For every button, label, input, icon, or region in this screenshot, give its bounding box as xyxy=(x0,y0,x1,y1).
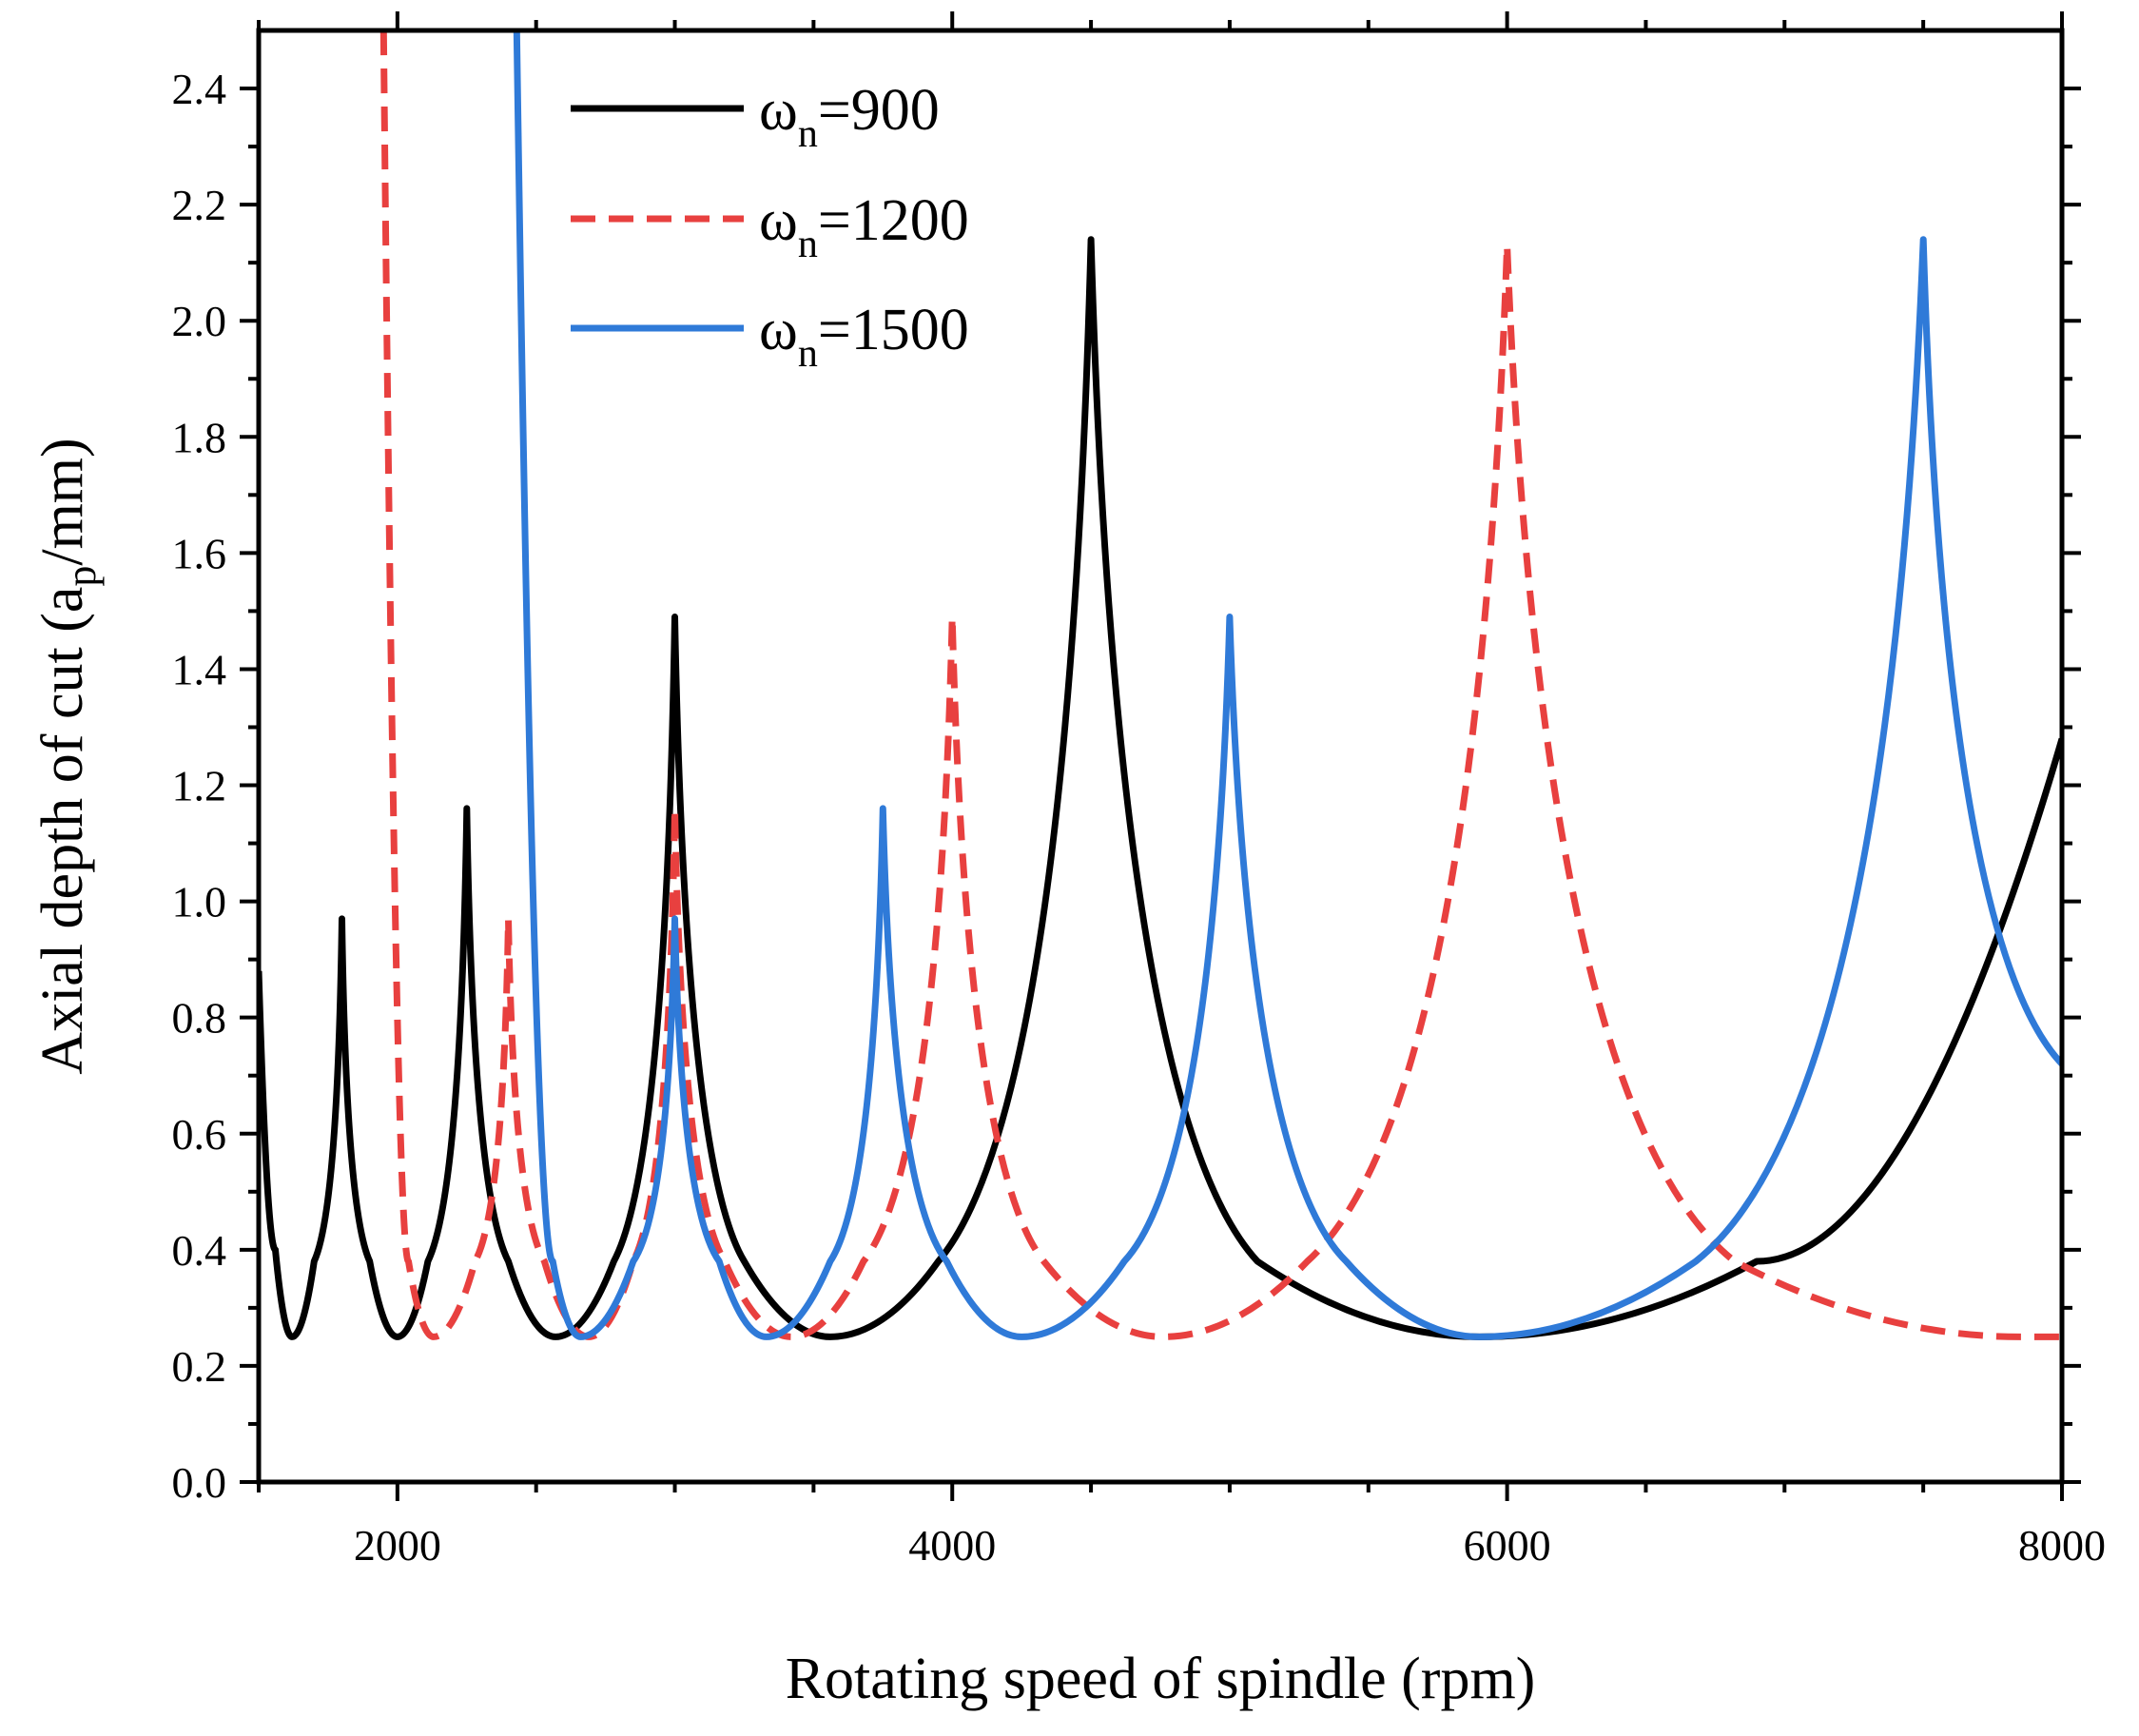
y-axis-title: Axial depth of cut (ap/mm) xyxy=(30,438,105,1074)
x-tick-label: 4000 xyxy=(908,1521,996,1570)
plot-frame xyxy=(256,28,2065,1485)
series-line-1 xyxy=(259,236,2062,1340)
series-line-2 xyxy=(379,30,2062,1340)
y-tick-label: 0.0 xyxy=(172,1458,227,1507)
legend-label-1: ωn=900 xyxy=(759,78,940,156)
y-tick-label: 0.4 xyxy=(172,1226,227,1275)
x-tick-label: 8000 xyxy=(2018,1521,2106,1570)
x-tick-label: 6000 xyxy=(1464,1521,1551,1570)
y-tick-label: 0.2 xyxy=(172,1342,227,1391)
x-axis-title: Rotating speed of spindle (rpm) xyxy=(786,1647,1536,1711)
y-tick-label: 1.8 xyxy=(172,413,227,461)
y-tick-label: 0.6 xyxy=(172,1110,227,1159)
y-tick-label: 2.0 xyxy=(172,297,227,345)
ticks-layer: 0.0 0.2 0.4 0.6 0.8 1.0 1.2 1.4 1.6 1.8 2.0 2.2 2.4 2… xyxy=(172,11,2106,1570)
y-tick-label: 2.4 xyxy=(172,65,227,113)
y-tick-label: 0.8 xyxy=(172,994,227,1043)
y-tick-label: 1.6 xyxy=(172,529,227,577)
y-axis-title-unit: /mm) xyxy=(30,438,95,565)
y-axis-title-sub: p xyxy=(58,566,105,587)
y-tick-label: 1.0 xyxy=(172,878,227,927)
legend: ωn=900 ωn=1200 ωn=1500 xyxy=(571,78,969,376)
legend-label-2: ωn=1200 xyxy=(759,188,969,266)
x-tick-label: 2000 xyxy=(354,1521,441,1570)
y-tick-label: 1.4 xyxy=(172,645,227,693)
series-line-3 xyxy=(513,30,2062,1340)
y-tick-label: 2.2 xyxy=(172,181,227,229)
y-tick-label: 1.2 xyxy=(172,762,227,810)
series-layer xyxy=(259,30,2062,1340)
plot-area: 0.0 0.2 0.4 0.6 0.8 1.0 1.2 1.4 1.6 1.8 2.0 2.2 2.4 2… xyxy=(172,11,2106,1570)
y-axis-title-main: Axial depth of cut (a xyxy=(30,587,95,1075)
legend-label-3: ωn=1500 xyxy=(759,298,969,376)
